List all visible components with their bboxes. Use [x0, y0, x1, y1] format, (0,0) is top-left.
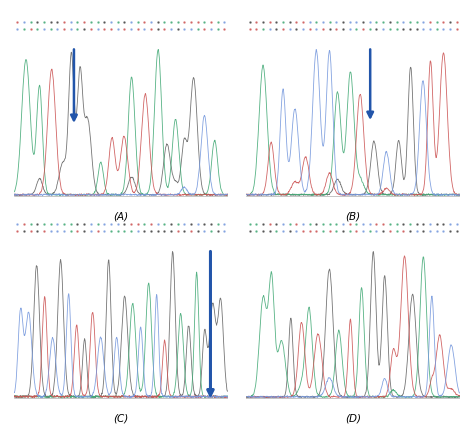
Text: (A): (A) — [113, 212, 128, 221]
Text: (D): (D) — [345, 414, 361, 424]
Text: (C): (C) — [113, 414, 128, 424]
Text: (B): (B) — [346, 212, 361, 221]
